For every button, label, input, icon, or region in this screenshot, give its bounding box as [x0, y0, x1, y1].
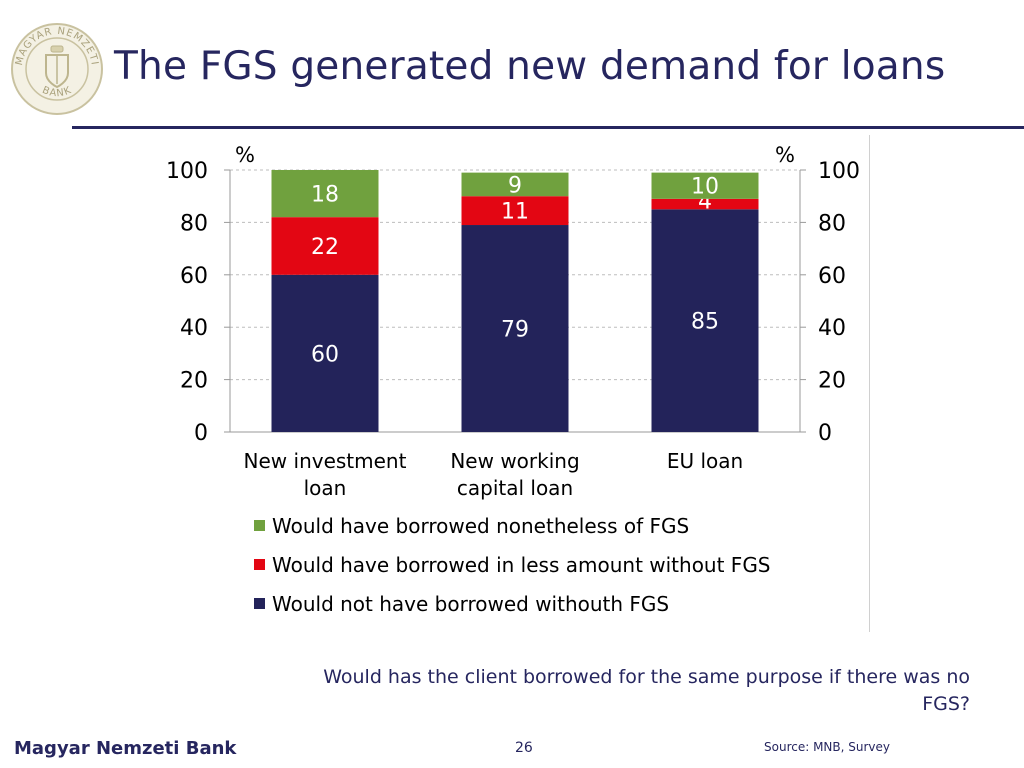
bar-segment	[271, 170, 379, 218]
bar-segment	[461, 225, 569, 432]
page-title: The FGS generated new demand for loans	[114, 44, 946, 89]
y-tick-label-right: 100	[818, 159, 860, 184]
chart-border-line	[869, 135, 870, 632]
legend-swatch	[254, 559, 265, 570]
y-tick-label-right: 40	[818, 316, 846, 341]
bar-segment	[651, 172, 759, 199]
x-tick-label: capital loan	[457, 476, 573, 500]
data-label: 11	[501, 200, 529, 225]
x-tick-label: EU loan	[667, 449, 743, 473]
x-tick-label: loan	[304, 476, 347, 500]
bar-segment	[271, 217, 379, 275]
legend-label: Would have borrowed nonetheless of FGS	[272, 514, 689, 538]
y-tick-label-right: 20	[818, 369, 846, 394]
y-tick-label-left: 60	[180, 264, 208, 289]
legend-label: Would have borrowed in less amount witho…	[272, 553, 771, 577]
mnb-seal-icon: MAGYAR NEMZETI BANK	[10, 22, 104, 116]
legend-swatch	[254, 598, 265, 609]
y-unit-right: %	[775, 143, 795, 167]
data-label: 60	[311, 342, 339, 367]
stacked-bar-chart: 0 0 20 20 40 40 60 60 80 80 100 100%% 60 22 18 New inve…	[150, 135, 880, 635]
legend-swatch	[254, 520, 265, 531]
data-label: 22	[311, 235, 339, 260]
data-label: 79	[501, 317, 529, 342]
y-tick-label-right: 80	[818, 211, 846, 236]
data-label: 18	[311, 183, 339, 208]
bar-segment	[461, 196, 569, 226]
y-unit-left: %	[235, 143, 255, 167]
bar-segment	[651, 198, 759, 210]
y-tick-label-right: 0	[818, 421, 832, 446]
bar-segment	[651, 209, 759, 432]
x-tick-label: New investment	[244, 449, 407, 473]
data-label: 10	[691, 175, 719, 200]
logo-text-bottom: BANK	[41, 85, 73, 99]
data-label: 9	[508, 173, 522, 198]
y-tick-label-right: 60	[818, 264, 846, 289]
legend-label: Would not have borrowed withouth FGS	[272, 592, 669, 616]
y-tick-label-left: 20	[180, 369, 208, 394]
title-divider	[72, 126, 1024, 129]
svg-text:BANK: BANK	[41, 85, 74, 99]
footer-bank-name: Magyar Nemzeti Bank	[14, 738, 237, 759]
bar-segment	[461, 172, 569, 197]
page-number: 26	[515, 740, 533, 756]
survey-question: Would has the client borrowed for the sa…	[323, 666, 970, 715]
data-label: 85	[691, 310, 719, 335]
y-tick-label-left: 0	[194, 421, 208, 446]
bar-segment	[271, 274, 379, 432]
x-tick-label: New working	[450, 449, 579, 473]
source-note: Source: MNB, Survey	[764, 740, 891, 754]
y-tick-label-left: 40	[180, 316, 208, 341]
y-tick-label-left: 80	[180, 211, 208, 236]
y-tick-label-left: 100	[166, 159, 208, 184]
